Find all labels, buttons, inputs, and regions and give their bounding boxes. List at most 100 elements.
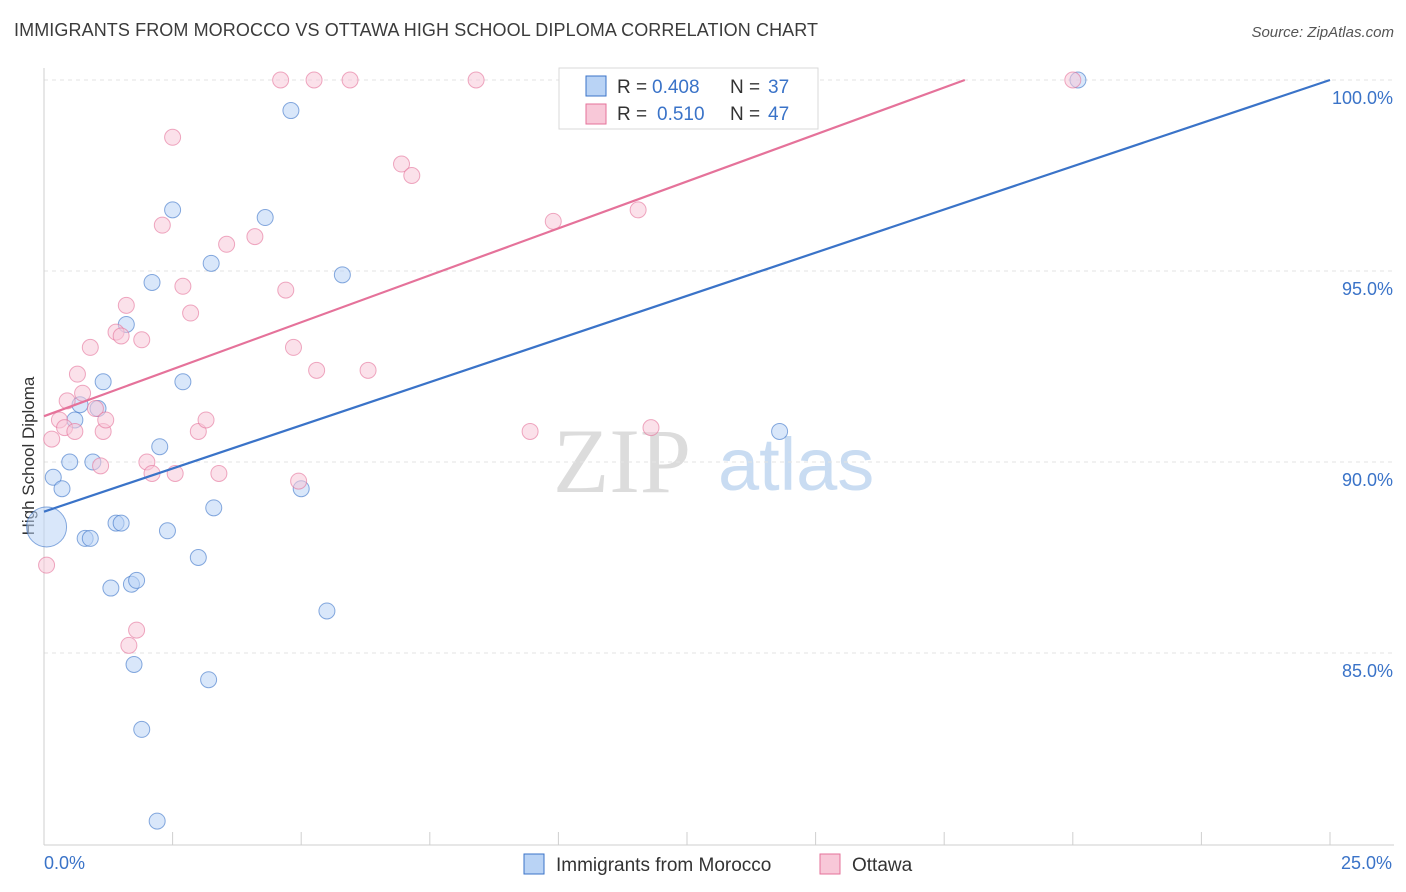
ottawa-point-7 (74, 384, 92, 402)
ottawa-point-44 (629, 201, 647, 219)
morocco-point-22 (158, 522, 176, 540)
legend-n-label-1: N = (730, 77, 760, 98)
morocco-point-30 (282, 102, 300, 120)
legend-swatch-ottawa (585, 103, 607, 125)
morocco-point-32 (318, 602, 336, 620)
morocco-point-26 (200, 671, 218, 689)
morocco-point-20 (148, 812, 166, 830)
ottawa-point-14 (112, 327, 130, 345)
morocco-point-17 (128, 571, 146, 589)
y-tick-labels: 100.0% 95.0% 90.0% 85.0% (1332, 88, 1393, 681)
ottawa-trend-line (43, 78, 966, 418)
ottawa-point-24 (174, 277, 192, 295)
ottawa-point-42 (521, 422, 539, 440)
ottawa-point-32 (277, 281, 295, 299)
legend-n-label-2: N = (730, 104, 760, 125)
y-tick-label-0: 100.0% (1332, 88, 1393, 108)
morocco-point-33 (333, 266, 351, 284)
ottawa-point-10 (92, 457, 110, 475)
morocco-point-19 (143, 273, 161, 291)
morocco-point-25 (189, 549, 207, 566)
source-credit: Source: ZipAtlas.com (1251, 24, 1394, 41)
stats-legend: R = 0.408 N = 37 R = 0.510 N = 47 (558, 67, 819, 130)
ottawa-point-28 (210, 464, 228, 482)
bottom-legend-swatch-ottawa (819, 853, 841, 875)
morocco-point-11 (102, 579, 120, 597)
morocco-point-21 (151, 438, 169, 456)
series-morocco-points (26, 71, 1087, 830)
morocco-point-7 (81, 529, 99, 547)
ottawa-point-29 (218, 235, 236, 253)
series-legend: Immigrants from Morocco Ottawa (523, 853, 913, 876)
ottawa-point-21 (153, 216, 171, 234)
ottawa-point-16 (120, 636, 138, 654)
ottawa-point-45 (642, 419, 660, 437)
legend-swatch-morocco (585, 75, 607, 97)
legend-n-value-1: 37 (768, 77, 789, 98)
ottawa-point-18 (133, 331, 151, 349)
ottawa-point-27 (197, 411, 215, 429)
morocco-point-1 (44, 468, 62, 486)
morocco-point-18 (133, 720, 151, 738)
ottawa-point-39 (393, 155, 411, 173)
x-ticks (43, 832, 1331, 845)
watermark-atlas: atlas (718, 423, 874, 506)
ottawa-point-5 (66, 422, 84, 440)
ottawa-point-37 (341, 71, 359, 89)
y-axis-label: High School Diploma (19, 376, 38, 535)
ottawa-point-25 (182, 304, 200, 322)
ottawa-point-6 (68, 365, 86, 383)
ottawa-point-17 (128, 621, 146, 639)
chart-title: IMMIGRANTS FROM MOROCCO VS OTTAWA HIGH S… (14, 20, 819, 40)
legend-n-value-2: 47 (768, 104, 789, 125)
morocco-point-13 (112, 514, 130, 532)
legend-r-label-1: R = (617, 77, 647, 98)
morocco-point-28 (205, 499, 223, 517)
ottawa-point-34 (290, 472, 308, 490)
ottawa-point-41 (467, 71, 485, 89)
x-tick-label-min: 0.0% (44, 853, 85, 873)
morocco-point-16 (125, 655, 143, 673)
morocco-point-10 (94, 373, 112, 391)
ottawa-point-36 (308, 361, 326, 379)
bottom-legend-swatch-morocco (523, 853, 545, 875)
ottawa-point-43 (544, 212, 562, 230)
ottawa-point-1 (43, 430, 61, 448)
ottawa-point-30 (246, 228, 264, 246)
y-tick-label-2: 90.0% (1342, 470, 1393, 490)
ottawa-point-9 (86, 400, 104, 418)
ottawa-point-15 (117, 296, 135, 314)
morocco-point-24 (174, 373, 192, 391)
trend-lines (43, 78, 1331, 513)
ottawa-point-35 (305, 71, 323, 89)
morocco-point-29 (256, 209, 274, 227)
ottawa-point-12 (97, 411, 115, 429)
gridlines (44, 79, 1394, 654)
morocco-point-23 (164, 201, 182, 219)
morocco-point-3 (61, 453, 79, 471)
series-ottawa-points (38, 71, 1082, 654)
ottawa-point-33 (284, 338, 302, 356)
y-tick-label-1: 95.0% (1342, 279, 1393, 299)
ottawa-point-38 (359, 361, 377, 379)
morocco-point-34 (771, 422, 789, 440)
legend-r-label-2: R = (617, 104, 647, 125)
morocco-point-0 (26, 506, 68, 548)
ottawa-point-22 (164, 128, 182, 146)
ottawa-point-31 (272, 71, 290, 89)
ottawa-point-46 (1064, 71, 1082, 89)
morocco-trend-line (43, 78, 1331, 513)
y-tick-label-3: 85.0% (1342, 661, 1393, 681)
axes (43, 68, 1394, 846)
morocco-point-27 (202, 254, 220, 272)
legend-r-value-2: 0.510 (657, 104, 705, 125)
watermark-zip: ZIP (553, 410, 691, 512)
bottom-legend-label-ottawa: Ottawa (852, 855, 913, 876)
bottom-legend-label-morocco: Immigrants from Morocco (556, 855, 771, 876)
x-tick-label-max: 25.0% (1341, 853, 1392, 873)
ottawa-point-0 (38, 556, 56, 574)
morocco-point-2 (53, 480, 71, 498)
legend-r-value-1: 0.408 (652, 77, 700, 98)
ottawa-point-40 (403, 167, 421, 184)
